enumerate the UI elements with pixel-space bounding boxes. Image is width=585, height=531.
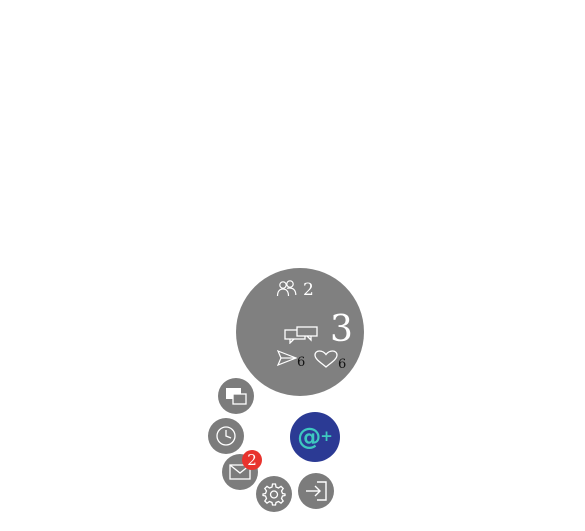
friends-count: 2	[303, 280, 314, 300]
windows-icon	[226, 388, 247, 405]
sign-in-arrow-icon	[306, 481, 327, 501]
likes-stat[interactable]: 6	[314, 350, 347, 372]
people-icon	[276, 280, 297, 297]
history-button[interactable]	[208, 418, 244, 454]
likes-count: 6	[338, 357, 347, 372]
mention-add-button[interactable]: @ +	[290, 412, 340, 462]
heart-icon	[314, 350, 338, 368]
sent-stat[interactable]: 6	[277, 350, 306, 370]
at-symbol-icon: @	[297, 423, 322, 451]
clock-icon	[216, 426, 236, 446]
paper-plane-icon	[277, 350, 297, 366]
messages-badge: 2	[242, 450, 262, 470]
settings-button[interactable]	[256, 476, 292, 512]
comments-count: 3	[330, 309, 353, 350]
comments-stat[interactable]: 3	[284, 312, 353, 348]
screens-button[interactable]	[218, 378, 254, 414]
sent-count: 6	[297, 355, 306, 370]
plus-icon: +	[320, 427, 333, 445]
friends-stat[interactable]: 2	[276, 280, 314, 300]
gear-icon	[262, 483, 286, 506]
chat-bubbles-icon	[284, 326, 318, 344]
stats-panel: 2 3 6 6	[236, 268, 364, 396]
logout-button[interactable]	[298, 473, 334, 509]
